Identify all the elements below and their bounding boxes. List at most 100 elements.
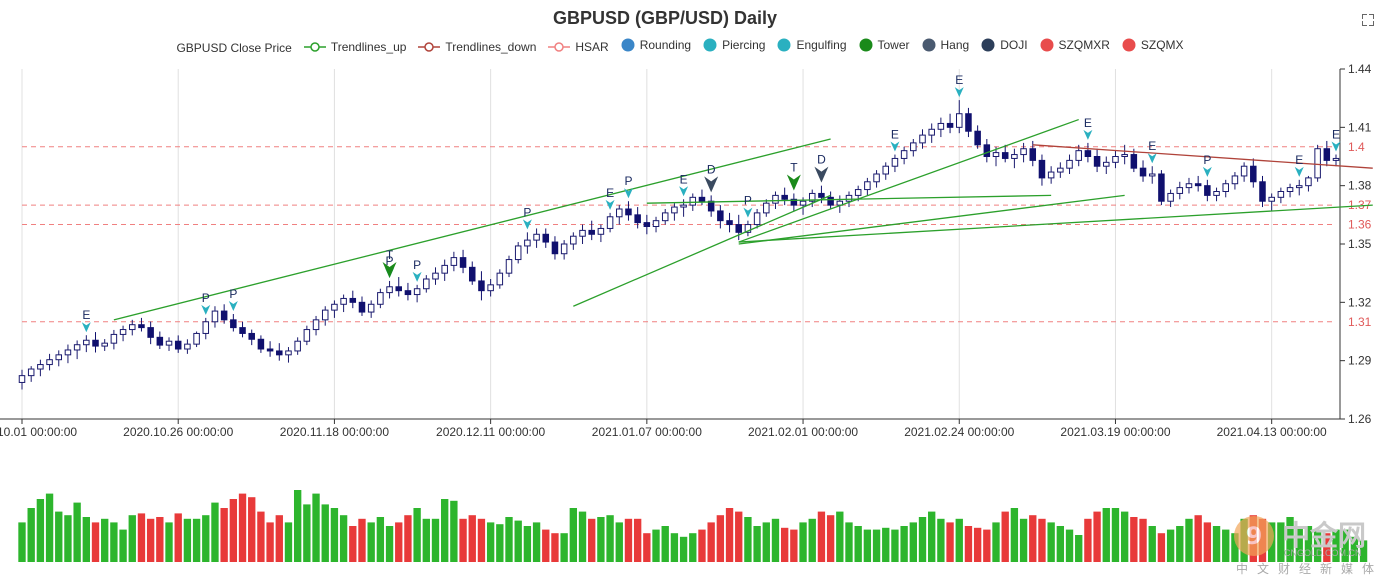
y-tick-label: 1.32	[1348, 295, 1372, 309]
candle-body	[248, 332, 255, 340]
candle-body	[1295, 185, 1303, 189]
candle-body	[753, 212, 761, 226]
volume-bar	[1176, 526, 1184, 562]
legend-item-szqmx[interactable]: SZQMX	[1122, 38, 1184, 52]
legend-item-tower[interactable]: Tower	[859, 38, 910, 52]
volume-bar	[1093, 511, 1101, 562]
legend-dot-icon	[621, 38, 635, 52]
y-tick-label: 1.29	[1348, 354, 1372, 368]
volume-bar	[395, 522, 403, 562]
candle-body	[772, 194, 779, 204]
legend-item-doji[interactable]: DOJI	[981, 38, 1028, 52]
volume-bar	[238, 493, 247, 562]
candle-body	[1314, 148, 1321, 179]
volume-bar	[1323, 533, 1331, 562]
volume-bar	[882, 527, 890, 562]
volume-bar	[101, 518, 109, 562]
candle-body	[763, 202, 770, 214]
legend-item-hsar[interactable]: HSAR	[548, 40, 609, 54]
candle-body	[1075, 150, 1082, 161]
pattern-marker	[704, 176, 719, 193]
volume-bar	[73, 502, 81, 562]
candle-body	[827, 196, 834, 206]
legend-item-gbpusd-close-price[interactable]: GBPUSD Close Price	[176, 41, 291, 55]
volume-bar	[257, 511, 265, 562]
volume-bar	[220, 508, 228, 562]
candle-body	[459, 257, 467, 268]
candle-body	[367, 303, 375, 313]
volume-bar	[1166, 529, 1175, 562]
legend-item-piercing[interactable]: Piercing	[703, 38, 765, 52]
legend-dot-icon	[859, 38, 872, 52]
candle-body	[119, 329, 127, 335]
volume-bar	[909, 522, 917, 562]
pattern-marker-label: D	[817, 153, 826, 167]
pattern-marker	[786, 174, 801, 191]
pattern-marker	[954, 87, 964, 98]
volume-bar	[707, 522, 715, 562]
legend-dot-icon	[703, 38, 717, 52]
candle-body	[643, 222, 651, 228]
volume-bar	[1148, 526, 1156, 562]
candle-body	[625, 208, 632, 216]
candle-body	[891, 157, 899, 167]
candle-body	[854, 189, 862, 196]
candle-body	[910, 142, 917, 152]
volume-bar	[211, 502, 219, 562]
pattern-marker-label: P	[624, 174, 632, 188]
y-tick-label: 1.35	[1348, 237, 1372, 251]
candle-body	[37, 364, 44, 370]
legend-item-trendlines-down[interactable]: Trendlines_down	[418, 40, 536, 54]
volume-bar	[928, 511, 936, 562]
pattern-marker	[1294, 166, 1304, 177]
legend-dot-icon	[777, 38, 791, 52]
y-tick-label: 1.38	[1348, 179, 1372, 193]
volume-bar	[624, 518, 633, 562]
volume-bar	[735, 511, 743, 562]
legend-item-hang[interactable]: Hang	[922, 38, 969, 52]
volume-bar	[1056, 526, 1065, 562]
candle-body	[1038, 159, 1046, 179]
volume-bar	[1029, 515, 1037, 562]
candle-body	[1268, 196, 1275, 202]
y-tick-label: 1.26	[1348, 412, 1372, 426]
volume-bar	[514, 520, 522, 562]
volume-bar	[248, 497, 256, 562]
volume-bar	[964, 526, 973, 562]
pattern-marker-label: E	[1332, 128, 1340, 142]
y-tick-label: 1.44	[1348, 62, 1372, 76]
pattern-marker-label: E	[680, 172, 688, 186]
volume-bar	[1231, 533, 1239, 562]
volume-bar	[385, 526, 394, 562]
volume-bar	[18, 522, 26, 562]
candle-body	[735, 224, 742, 233]
candle-body	[413, 288, 421, 296]
candle-body	[1240, 165, 1248, 177]
candle-body	[138, 324, 145, 329]
candle-body	[404, 290, 412, 296]
legend-item-trendlines-up[interactable]: Trendlines_up	[303, 40, 406, 54]
candle-body	[946, 122, 954, 128]
candle-body	[956, 113, 963, 128]
watermark-name: 中金网	[1282, 519, 1367, 552]
candle-body	[616, 208, 623, 218]
legend-dot-icon	[1122, 38, 1136, 52]
candle-body	[698, 196, 706, 202]
volume-bar	[1047, 522, 1055, 562]
legend-item-szqmxr[interactable]: SZQMXR	[1040, 38, 1110, 52]
candle-body	[579, 229, 586, 237]
volume-bar	[404, 515, 412, 562]
candle-body	[781, 194, 788, 200]
legend-item-rounding[interactable]: Rounding	[621, 38, 691, 52]
volume-bar	[983, 529, 991, 562]
candle-body	[1148, 173, 1156, 177]
y-tick-label: 1.41	[1348, 120, 1372, 134]
expand-icon[interactable]	[1362, 14, 1374, 26]
volume-bar	[321, 504, 329, 562]
legend-dot-icon	[1040, 38, 1054, 52]
volume-bar	[826, 515, 835, 562]
volume-bar	[468, 515, 476, 562]
volume-bar	[790, 529, 798, 562]
candle-body	[1084, 150, 1092, 158]
legend-item-engulfing[interactable]: Engulfing	[777, 38, 847, 52]
